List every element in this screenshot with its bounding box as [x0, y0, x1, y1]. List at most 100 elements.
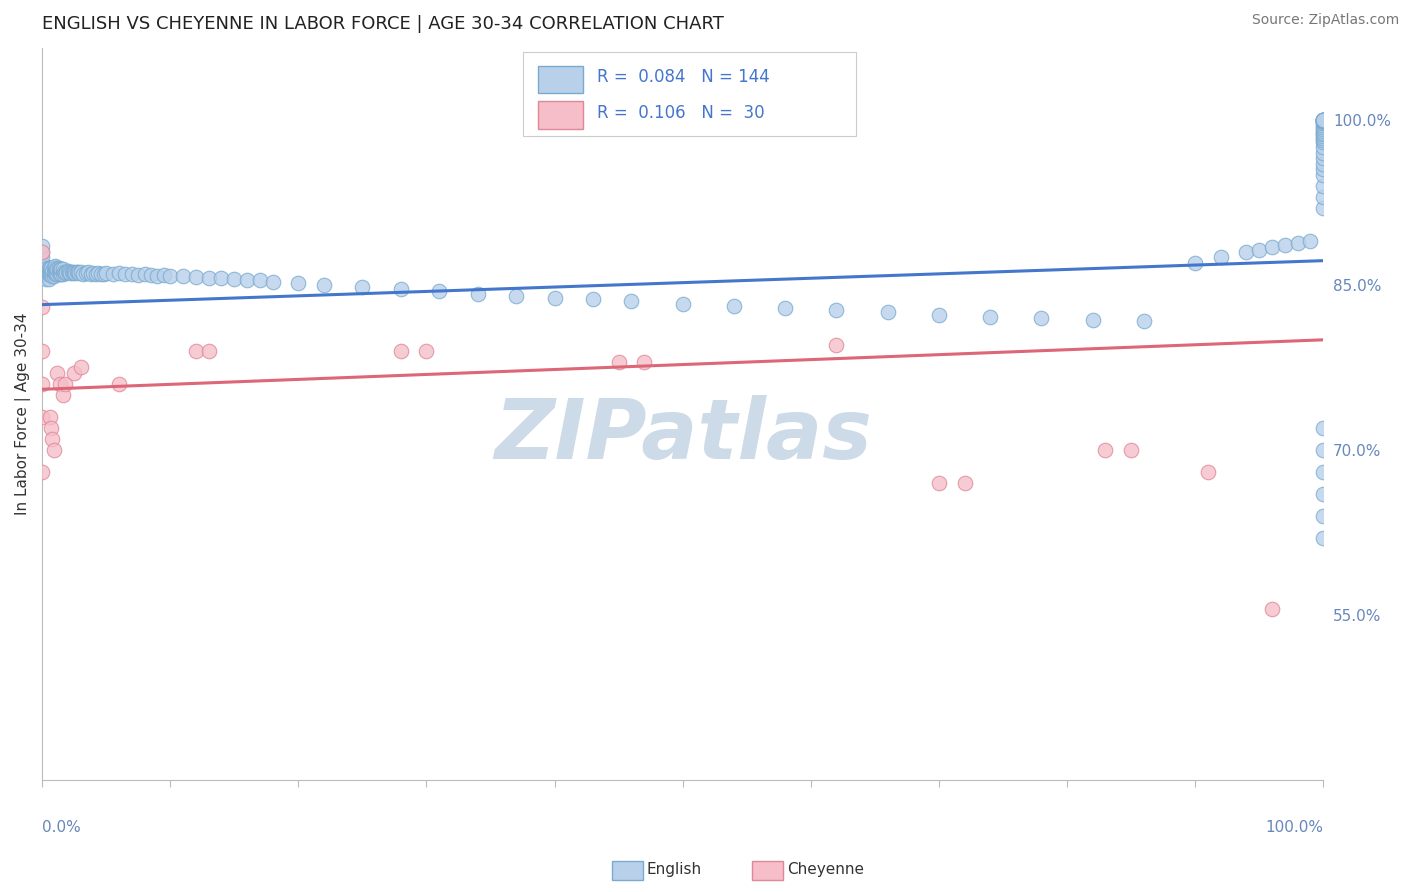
Point	[31, 244, 53, 259]
Point	[1312, 178, 1334, 193]
Point	[31, 267, 53, 281]
Text: R =  0.106   N =  30: R = 0.106 N = 30	[598, 103, 765, 121]
Point	[52, 388, 75, 402]
Point	[44, 267, 66, 281]
Point	[620, 294, 643, 309]
Point	[63, 265, 86, 279]
Point	[1312, 114, 1334, 128]
Point	[31, 256, 53, 270]
Point	[1312, 121, 1334, 136]
Point	[1312, 115, 1334, 129]
Point	[38, 261, 60, 276]
Point	[928, 475, 950, 490]
Point	[1031, 310, 1053, 325]
Point	[72, 267, 94, 281]
Point	[1312, 442, 1334, 457]
Point	[1312, 152, 1334, 166]
Point	[197, 271, 219, 285]
Point	[146, 268, 169, 283]
Point	[38, 272, 60, 286]
Point	[1312, 130, 1334, 145]
Point	[58, 265, 80, 279]
Point	[41, 432, 63, 446]
Point	[114, 267, 136, 281]
Point	[1299, 234, 1322, 248]
Text: Cheyenne: Cheyenne	[787, 863, 865, 877]
Point	[51, 267, 73, 281]
Point	[1312, 168, 1334, 182]
Point	[1312, 126, 1334, 140]
Point	[82, 266, 104, 280]
Point	[45, 261, 67, 276]
Point	[467, 286, 489, 301]
Point	[77, 265, 100, 279]
Point	[1312, 124, 1334, 138]
Point	[172, 268, 194, 283]
Point	[211, 271, 233, 285]
Point	[1286, 235, 1309, 250]
Point	[38, 267, 60, 281]
Point	[49, 267, 72, 281]
Point	[35, 272, 58, 286]
Point	[415, 343, 437, 358]
Point	[1312, 531, 1334, 545]
Point	[38, 267, 60, 281]
Point	[90, 267, 112, 281]
Point	[101, 267, 124, 281]
Point	[80, 267, 103, 281]
Point	[672, 296, 695, 310]
Point	[52, 262, 75, 277]
Point	[39, 267, 62, 281]
Point	[633, 355, 655, 369]
Point	[31, 465, 53, 479]
Point	[44, 259, 66, 273]
Point	[46, 267, 69, 281]
Point	[287, 276, 309, 290]
Point	[96, 266, 118, 280]
Point	[825, 338, 848, 352]
Point	[1312, 112, 1334, 127]
Point	[59, 266, 82, 280]
Point	[1312, 112, 1334, 127]
FancyBboxPatch shape	[538, 101, 582, 128]
Point	[31, 239, 53, 253]
Point	[153, 268, 176, 282]
Point	[35, 267, 58, 281]
Text: Source: ZipAtlas.com: Source: ZipAtlas.com	[1251, 13, 1399, 28]
Text: R =  0.084   N = 144: R = 0.084 N = 144	[598, 69, 769, 87]
Point	[31, 409, 53, 424]
Text: English: English	[647, 863, 702, 877]
Point	[121, 267, 143, 281]
Point	[42, 265, 65, 279]
Bar	[523, 52, 856, 136]
Point	[41, 263, 63, 277]
Y-axis label: In Labor Force | Age 30-34: In Labor Force | Age 30-34	[15, 313, 31, 516]
Point	[184, 343, 207, 358]
Point	[108, 266, 131, 280]
Point	[62, 266, 84, 280]
Point	[1133, 314, 1156, 328]
Point	[1274, 238, 1296, 252]
Point	[38, 261, 60, 276]
Point	[1312, 112, 1334, 127]
Point	[876, 305, 898, 319]
Point	[53, 376, 76, 391]
Point	[224, 272, 246, 286]
Point	[825, 303, 848, 318]
Point	[1312, 140, 1334, 154]
Point	[1312, 112, 1334, 127]
Point	[63, 366, 86, 380]
Point	[312, 277, 335, 292]
Point	[773, 301, 796, 315]
Point	[723, 299, 745, 313]
FancyBboxPatch shape	[538, 66, 582, 94]
Point	[1312, 135, 1334, 149]
Point	[352, 280, 374, 294]
Point	[389, 343, 412, 358]
Point	[42, 268, 65, 283]
Point	[1209, 251, 1232, 265]
Point	[1312, 465, 1334, 479]
Point	[49, 376, 72, 391]
Point	[49, 262, 72, 277]
Point	[607, 355, 630, 369]
